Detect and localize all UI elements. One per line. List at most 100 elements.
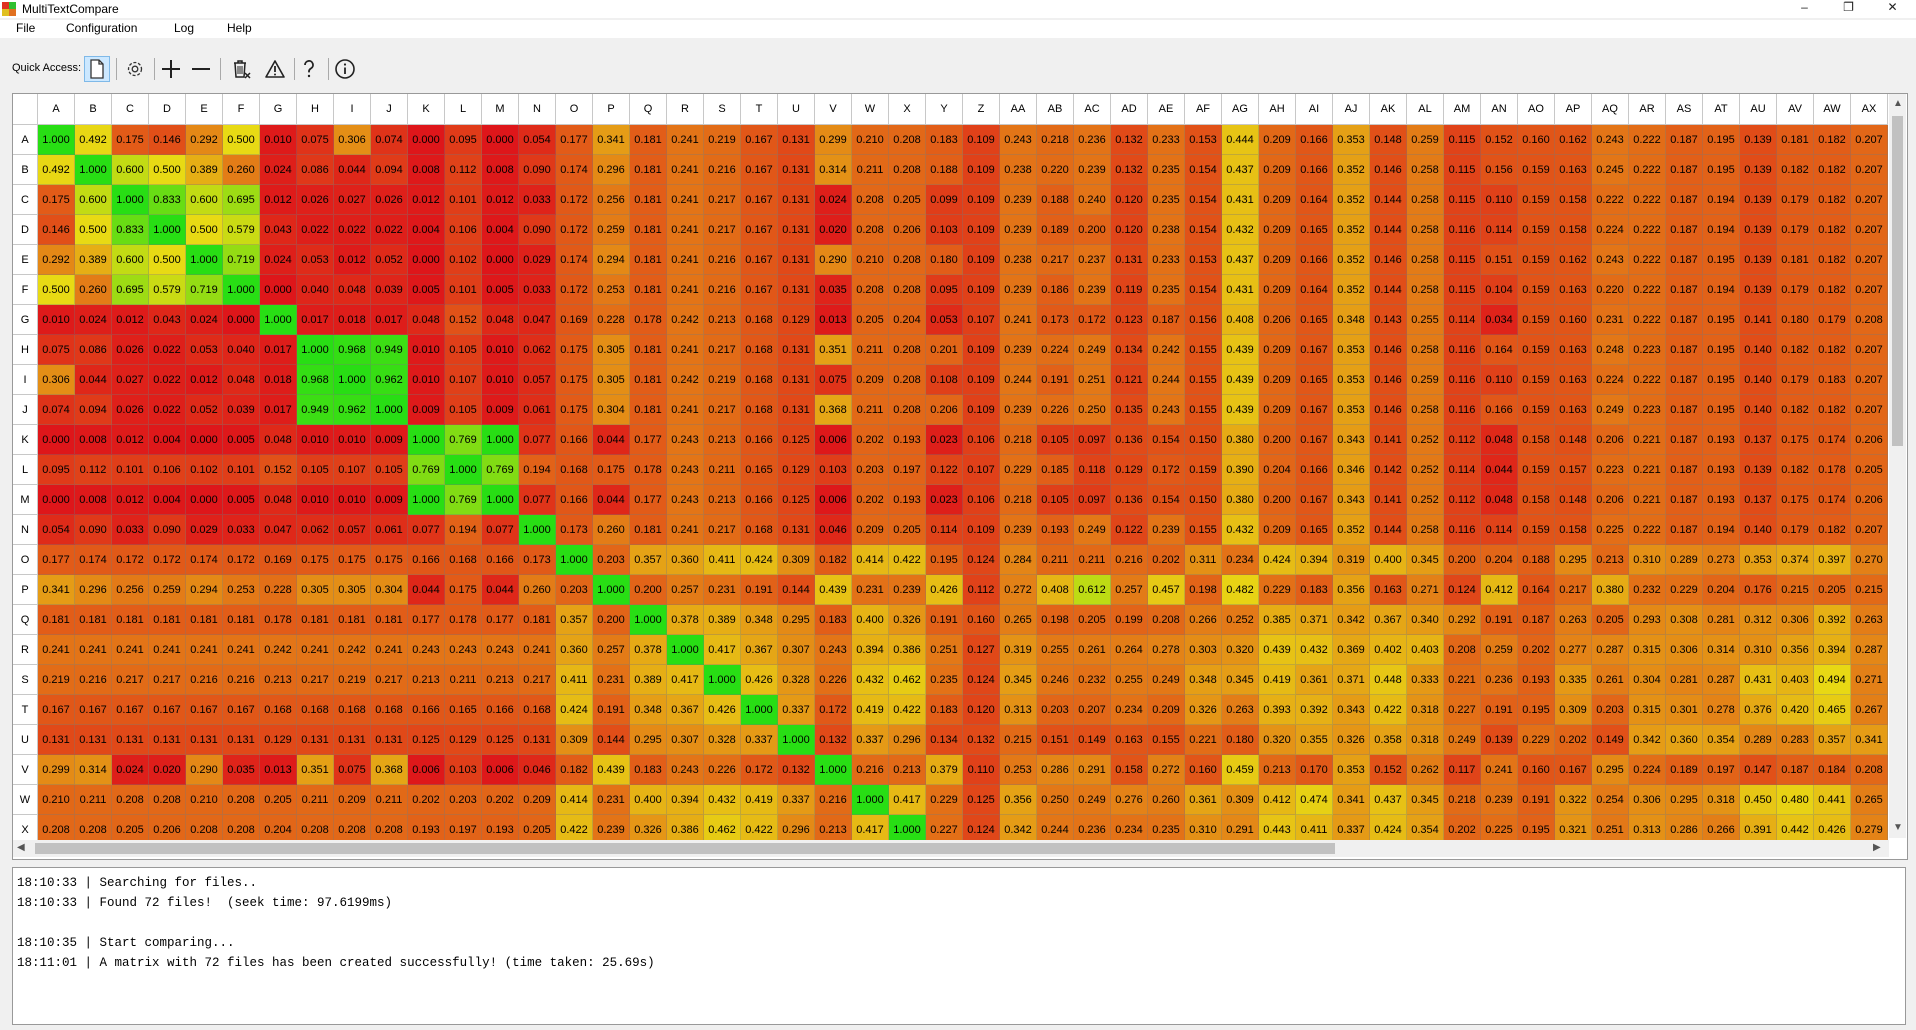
matrix-cell[interactable]: 0.106 — [445, 215, 482, 245]
matrix-cell[interactable]: 1.000 — [482, 425, 519, 455]
matrix-cell[interactable]: 0.168 — [297, 695, 334, 725]
matrix-cell[interactable]: 0.177 — [38, 545, 75, 575]
matrix-cell[interactable]: 0.104 — [1481, 275, 1518, 305]
matrix-cell[interactable]: 0.168 — [741, 335, 778, 365]
matrix-cell[interactable]: 1.000 — [260, 305, 297, 335]
matrix-cell[interactable]: 0.243 — [482, 635, 519, 665]
matrix-cell[interactable]: 0.035 — [223, 755, 260, 785]
matrix-cell[interactable]: 0.022 — [149, 365, 186, 395]
matrix-cell[interactable]: 0.480 — [1777, 785, 1814, 815]
matrix-cell[interactable]: 0.112 — [75, 455, 112, 485]
column-header[interactable]: D — [149, 94, 186, 125]
matrix-cell[interactable]: 0.155 — [1185, 335, 1222, 365]
matrix-cell[interactable]: 0.968 — [334, 335, 371, 365]
matrix-cell[interactable]: 0.148 — [1555, 425, 1592, 455]
matrix-cell[interactable]: 0.024 — [260, 155, 297, 185]
warning-icon[interactable] — [262, 56, 288, 82]
matrix-cell[interactable]: 0.129 — [260, 725, 297, 755]
matrix-cell[interactable]: 0.044 — [482, 575, 519, 605]
matrix-cell[interactable]: 0.048 — [1481, 485, 1518, 515]
matrix-cell[interactable]: 0.114 — [1481, 515, 1518, 545]
matrix-cell[interactable]: 0.209 — [1259, 245, 1296, 275]
matrix-cell[interactable]: 0.422 — [889, 695, 926, 725]
matrix-cell[interactable]: 0.187 — [1148, 305, 1185, 335]
matrix-cell[interactable]: 0.131 — [778, 185, 815, 215]
matrix-cell[interactable]: 0.213 — [482, 665, 519, 695]
matrix-cell[interactable]: 0.139 — [1740, 155, 1777, 185]
row-header[interactable]: S — [13, 665, 38, 695]
matrix-cell[interactable]: 0.249 — [1592, 395, 1629, 425]
matrix-cell[interactable]: 0.295 — [1666, 785, 1703, 815]
row-header[interactable]: G — [13, 305, 38, 335]
matrix-cell[interactable]: 0.187 — [1666, 305, 1703, 335]
matrix-cell[interactable]: 0.077 — [519, 485, 556, 515]
matrix-cell[interactable]: 0.342 — [1333, 605, 1370, 635]
matrix-cell[interactable]: 0.243 — [1592, 125, 1629, 155]
row-header[interactable]: E — [13, 245, 38, 275]
matrix-cell[interactable]: 0.177 — [408, 605, 445, 635]
matrix-cell[interactable]: 0.149 — [1074, 725, 1111, 755]
matrix-cell[interactable]: 0.155 — [1185, 395, 1222, 425]
matrix-cell[interactable]: 0.208 — [889, 275, 926, 305]
matrix-cell[interactable]: 0.115 — [1444, 185, 1481, 215]
matrix-cell[interactable]: 0.219 — [704, 125, 741, 155]
matrix-cell[interactable]: 0.348 — [1185, 665, 1222, 695]
matrix-cell[interactable]: 0.213 — [408, 665, 445, 695]
matrix-cell[interactable]: 0.439 — [1222, 395, 1259, 425]
matrix-cell[interactable]: 0.140 — [1740, 365, 1777, 395]
matrix-cell[interactable]: 0.457 — [1148, 575, 1185, 605]
matrix-cell[interactable]: 0.241 — [223, 635, 260, 665]
matrix-cell[interactable]: 0.258 — [1407, 215, 1444, 245]
matrix-cell[interactable]: 0.181 — [149, 605, 186, 635]
matrix-cell[interactable]: 0.012 — [408, 185, 445, 215]
matrix-cell[interactable]: 0.343 — [1333, 485, 1370, 515]
matrix-cell[interactable]: 0.432 — [1296, 635, 1333, 665]
matrix-cell[interactable]: 0.206 — [1259, 305, 1296, 335]
matrix-cell[interactable]: 0.155 — [1185, 365, 1222, 395]
matrix-cell[interactable]: 0.144 — [1370, 185, 1407, 215]
row-header[interactable]: N — [13, 515, 38, 545]
matrix-cell[interactable]: 0.235 — [926, 665, 963, 695]
matrix-cell[interactable]: 0.431 — [1222, 275, 1259, 305]
matrix-cell[interactable]: 0.239 — [889, 575, 926, 605]
matrix-cell[interactable]: 0.155 — [1185, 515, 1222, 545]
matrix-cell[interactable]: 0.216 — [75, 665, 112, 695]
matrix-cell[interactable]: 0.006 — [815, 425, 852, 455]
column-header[interactable]: S — [704, 94, 741, 125]
matrix-cell[interactable]: 0.106 — [963, 425, 1000, 455]
matrix-cell[interactable]: 0.163 — [1555, 335, 1592, 365]
matrix-cell[interactable]: 0.326 — [1333, 725, 1370, 755]
matrix-cell[interactable]: 0.155 — [1148, 725, 1185, 755]
matrix-cell[interactable]: 0.207 — [1851, 335, 1888, 365]
matrix-cell[interactable]: 0.439 — [1222, 335, 1259, 365]
matrix-cell[interactable]: 0.033 — [223, 515, 260, 545]
matrix-cell[interactable]: 0.394 — [1296, 545, 1333, 575]
matrix-cell[interactable]: 0.356 — [1777, 635, 1814, 665]
matrix-cell[interactable]: 0.209 — [1259, 215, 1296, 245]
matrix-cell[interactable]: 1.000 — [334, 365, 371, 395]
matrix-cell[interactable]: 0.152 — [260, 455, 297, 485]
matrix-cell[interactable]: 0.202 — [1555, 725, 1592, 755]
matrix-cell[interactable]: 0.029 — [519, 245, 556, 275]
matrix-cell[interactable]: 0.319 — [1000, 635, 1037, 665]
matrix-cell[interactable]: 0.022 — [297, 215, 334, 245]
matrix-cell[interactable]: 0.020 — [815, 215, 852, 245]
matrix-cell[interactable]: 0.242 — [667, 365, 704, 395]
matrix-cell[interactable]: 0.121 — [1111, 365, 1148, 395]
matrix-cell[interactable]: 0.417 — [889, 785, 926, 815]
matrix-cell[interactable]: 0.137 — [1740, 485, 1777, 515]
matrix-cell[interactable]: 0.022 — [149, 335, 186, 365]
matrix-cell[interactable]: 0.187 — [1666, 395, 1703, 425]
matrix-cell[interactable]: 0.318 — [1407, 695, 1444, 725]
matrix-cell[interactable]: 0.195 — [1703, 155, 1740, 185]
column-header[interactable]: R — [667, 94, 704, 125]
column-header[interactable]: K — [408, 94, 445, 125]
close-button[interactable]: ✕ — [1887, 0, 1898, 14]
matrix-cell[interactable]: 0.200 — [593, 605, 630, 635]
matrix-cell[interactable]: 0.075 — [38, 335, 75, 365]
matrix-cell[interactable]: 0.181 — [630, 215, 667, 245]
matrix-cell[interactable]: 0.367 — [667, 695, 704, 725]
matrix-cell[interactable]: 0.267 — [1851, 695, 1888, 725]
matrix-cell[interactable]: 0.259 — [1407, 365, 1444, 395]
matrix-cell[interactable]: 0.215 — [1000, 725, 1037, 755]
